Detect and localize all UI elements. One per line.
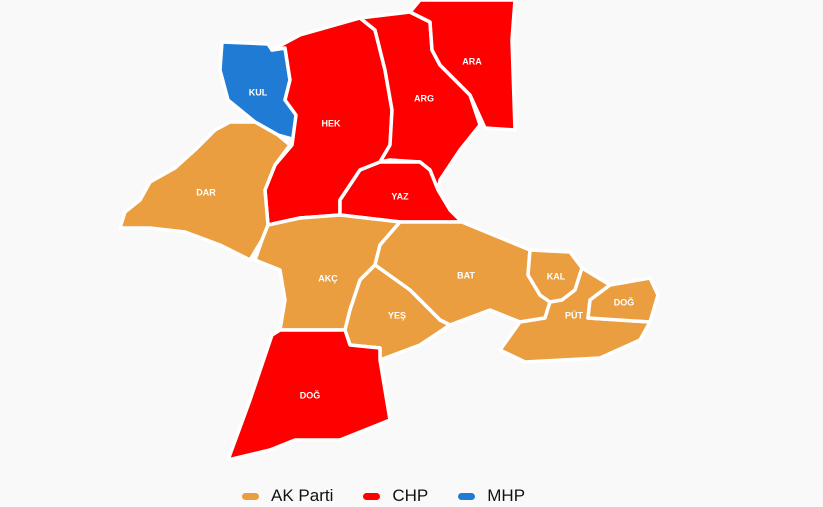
region-label: YAZ — [391, 191, 409, 201]
region-label: DOĞ — [300, 389, 321, 400]
district-map: KUL HEK ARG ARA YAZ DAR AKÇ BAT YEŞ KAL PÜT DOĞ DOĞ — [118, 0, 660, 462]
region-ara[interactable] — [408, 0, 517, 132]
region-label: DAR — [196, 187, 216, 197]
legend-item-ak-parti[interactable]: AK Parti — [242, 486, 333, 506]
legend: AK Parti CHP MHP — [242, 486, 525, 506]
legend-swatch — [242, 492, 259, 500]
legend-label: CHP — [392, 486, 429, 505]
legend-label: AK Parti — [271, 486, 334, 505]
region-label: YEŞ — [388, 310, 406, 320]
region-doğ[interactable] — [226, 328, 392, 462]
region-label: ARA — [462, 56, 482, 66]
region-label: DOĞ — [614, 296, 635, 307]
legend-item-chp[interactable]: CHP — [363, 486, 428, 506]
legend-swatch — [458, 492, 476, 500]
region-label: KUL — [249, 87, 268, 97]
region-label: PÜT — [565, 310, 584, 320]
region-doğ[interactable] — [586, 276, 660, 324]
region-label: HEK — [321, 118, 341, 128]
legend-item-mhp[interactable]: MHP — [458, 486, 525, 506]
region-label: KAL — [547, 271, 566, 281]
region-label: ARG — [414, 93, 434, 103]
legend-label: MHP — [487, 486, 526, 505]
region-dar[interactable] — [118, 120, 292, 262]
region-label: AKÇ — [318, 273, 338, 283]
region-label: BAT — [457, 270, 475, 280]
legend-swatch — [363, 492, 381, 500]
